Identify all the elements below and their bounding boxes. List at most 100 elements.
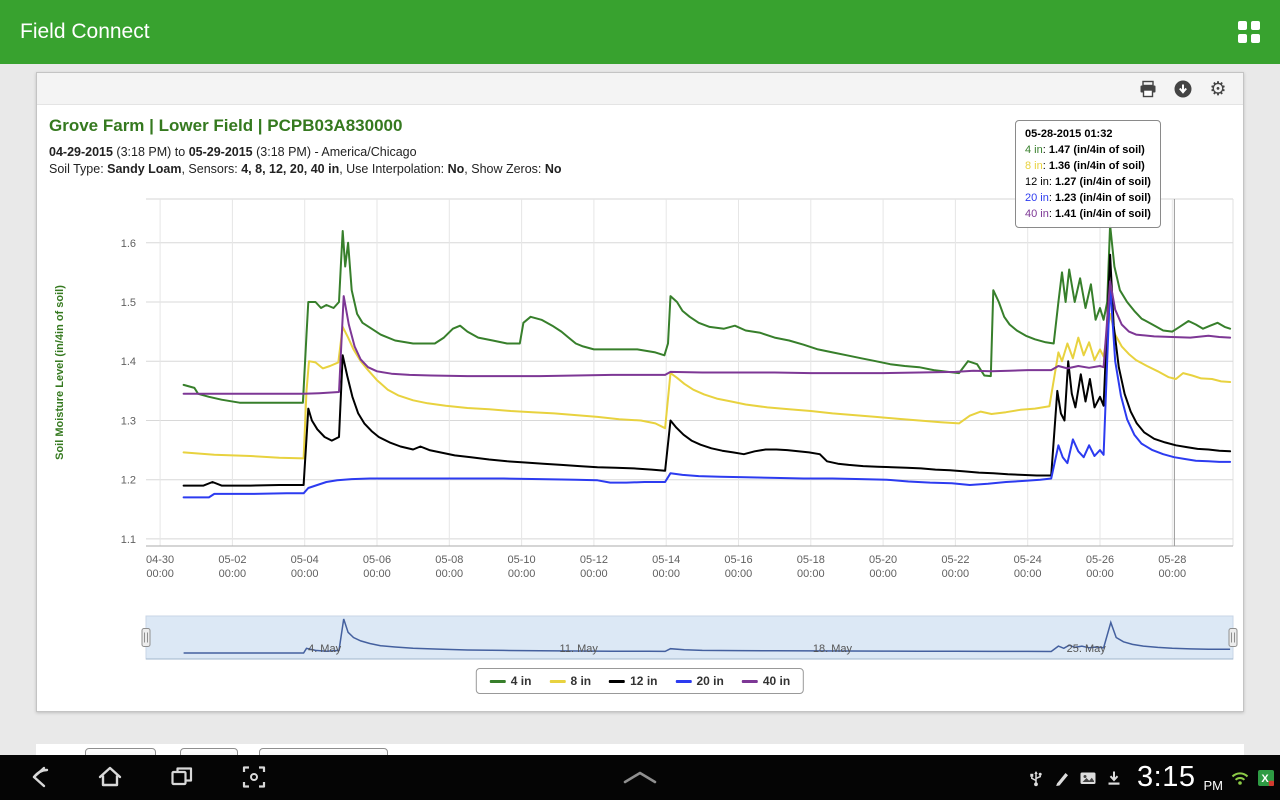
x-tick-label: 05-14 xyxy=(652,554,680,566)
x-tick-label: 04-30 xyxy=(146,554,174,566)
report-title: Grove Farm | Lower Field | PCPB03A830000 xyxy=(49,116,403,135)
tooltip-series-label: 4 in xyxy=(1025,144,1043,156)
legend-swatch xyxy=(489,679,506,683)
x-tick-label: 00:00 xyxy=(652,568,680,580)
y-tick-label: 1.3 xyxy=(121,416,136,428)
tooltip-series-label: 8 in xyxy=(1025,160,1043,172)
download-complete-icon xyxy=(1108,771,1120,785)
navbar-status-area: 3:15 PM X xyxy=(1027,755,1275,800)
legend-label: 40 in xyxy=(762,674,791,688)
x-tick-label: 05-20 xyxy=(869,554,897,566)
x-tick-label: 05-10 xyxy=(508,554,536,566)
card-toolbar: ⚙ xyxy=(37,73,1243,105)
legend-item-12in[interactable]: 12 in xyxy=(609,674,657,688)
x-tick-label: 05-16 xyxy=(724,554,752,566)
x-tick-label: 00:00 xyxy=(508,568,536,580)
x-tick-label: 00:00 xyxy=(1086,568,1114,580)
screen-capture-icon[interactable] xyxy=(240,763,268,791)
chart-tooltip: 05-28-2015 01:32 4 in: 1.47 (in/4in of s… xyxy=(1015,120,1161,228)
soil-moisture-chart[interactable]: 1.1 1.2 1.3 1.4 1.5 1.6 04-30 00:00 05-02 00:00 05… xyxy=(37,73,1245,713)
report-settings: Soil Type: Sandy Loam, Sensors: 4, 8, 12… xyxy=(49,162,562,176)
x-tick-label: 05-26 xyxy=(1086,554,1114,566)
series-line-20-in[interactable] xyxy=(182,283,1232,499)
back-icon[interactable] xyxy=(24,763,52,791)
x-tick-label: 05-08 xyxy=(435,554,463,566)
x-tick-label: 05-04 xyxy=(291,554,319,566)
tooltip-row: 20 in: 1.23 (in/4in of soil) xyxy=(1025,192,1151,204)
legend-swatch xyxy=(549,679,566,683)
apps-grid-icon[interactable] xyxy=(1238,21,1260,43)
legend-swatch xyxy=(741,679,758,683)
legend-item-20in[interactable]: 20 in xyxy=(675,674,724,688)
usb-icon xyxy=(1030,770,1042,786)
tooltip-row: 8 in: 1.36 (in/4in of soil) xyxy=(1025,160,1145,172)
legend-label: 4 in xyxy=(510,674,532,688)
wifi-icon xyxy=(1231,771,1249,785)
y-tick-label: 1.4 xyxy=(121,356,136,368)
tooltip-row: 12 in: 1.27 (in/4in of soil) xyxy=(1025,176,1151,188)
quick-access-chevron-icon[interactable] xyxy=(622,770,658,784)
svg-text:X: X xyxy=(1261,773,1269,785)
series-line-4-in[interactable] xyxy=(182,224,1232,404)
tooltip-row: 4 in: 1.47 (in/4in of soil) xyxy=(1025,144,1145,156)
app-title: Field Connect xyxy=(20,20,150,43)
y-tick-label: 1.2 xyxy=(121,475,136,487)
navigator-date-label: 25. May xyxy=(1067,643,1107,655)
tooltip-row: 40 in: 1.41 (in/4in of soil) xyxy=(1025,208,1151,220)
x-tick-label: 00:00 xyxy=(363,568,391,580)
y-tick-label: 1.1 xyxy=(121,534,136,546)
navbar-left-buttons xyxy=(24,763,268,791)
y-tick-label: 1.5 xyxy=(121,297,136,309)
stylus-pen-icon xyxy=(1056,772,1069,786)
legend-label: 8 in xyxy=(570,674,592,688)
x-tick-label: 00:00 xyxy=(580,568,608,580)
x-tick-label: 00:00 xyxy=(291,568,319,580)
legend-label: 12 in xyxy=(630,674,658,688)
excel-notification-icon: X xyxy=(1258,769,1274,786)
clock-time[interactable]: 3:15 xyxy=(1137,761,1196,793)
android-navbar: 3:15 PM X xyxy=(0,755,1280,800)
app-header: Field Connect xyxy=(0,0,1280,64)
navigator-date-label: 11. May xyxy=(560,643,599,655)
x-tick-label: 00:00 xyxy=(436,568,464,580)
tooltip-series-label: 12 in xyxy=(1025,176,1049,188)
tooltip-series-label: 40 in xyxy=(1025,208,1049,220)
legend-swatch xyxy=(675,679,692,683)
navigator-series xyxy=(183,618,1231,654)
x-tick-label: 00:00 xyxy=(146,568,174,580)
x-tick-label: 05-24 xyxy=(1014,554,1042,566)
report-card: ⚙ Grove Farm | Lower Field | PCPB03A8300… xyxy=(36,72,1244,712)
navigator-date-label: 18. May xyxy=(813,643,853,655)
x-tick-label: 05-06 xyxy=(363,554,391,566)
screenshot-saved-icon xyxy=(1080,772,1096,784)
legend-item-8in[interactable]: 8 in xyxy=(549,674,591,688)
clock-ampm: PM xyxy=(1203,778,1224,793)
x-tick-label: 05-12 xyxy=(580,554,608,566)
navigator-handle-left[interactable] xyxy=(141,628,151,647)
legend-swatch xyxy=(609,679,626,683)
x-tick-label: 00:00 xyxy=(725,568,753,580)
y-tick-label: 1.6 xyxy=(121,238,136,250)
x-tick-label: 00:00 xyxy=(942,568,970,580)
gear-icon[interactable]: ⚙ xyxy=(1209,77,1227,100)
x-tick-label: 00:00 xyxy=(219,568,247,580)
x-tick-label: 00:00 xyxy=(1159,568,1187,580)
navigator-date-label: 4. May xyxy=(308,643,342,655)
home-icon[interactable] xyxy=(96,763,124,791)
x-tick-label: 00:00 xyxy=(797,568,825,580)
x-tick-label: 05-18 xyxy=(797,554,825,566)
series-line-12-in[interactable] xyxy=(182,253,1232,487)
legend-label: 20 in xyxy=(696,674,724,688)
legend-item-4in[interactable]: 4 in xyxy=(489,674,532,688)
x-tick-label: 00:00 xyxy=(869,568,897,580)
download-icon[interactable] xyxy=(1173,79,1193,99)
print-icon[interactable] xyxy=(1138,79,1158,99)
x-tick-label: 00:00 xyxy=(1014,568,1042,580)
x-tick-label: 05-28 xyxy=(1158,554,1186,566)
chart-legend: 4 in 8 in 12 in 20 in 40 in xyxy=(475,668,805,694)
x-tick-label: 05-02 xyxy=(218,554,246,566)
legend-item-40in[interactable]: 40 in xyxy=(741,674,791,688)
recent-apps-icon[interactable] xyxy=(168,763,196,791)
navigator-handle-right[interactable] xyxy=(1228,628,1238,647)
series-line-40-in[interactable] xyxy=(182,280,1232,395)
